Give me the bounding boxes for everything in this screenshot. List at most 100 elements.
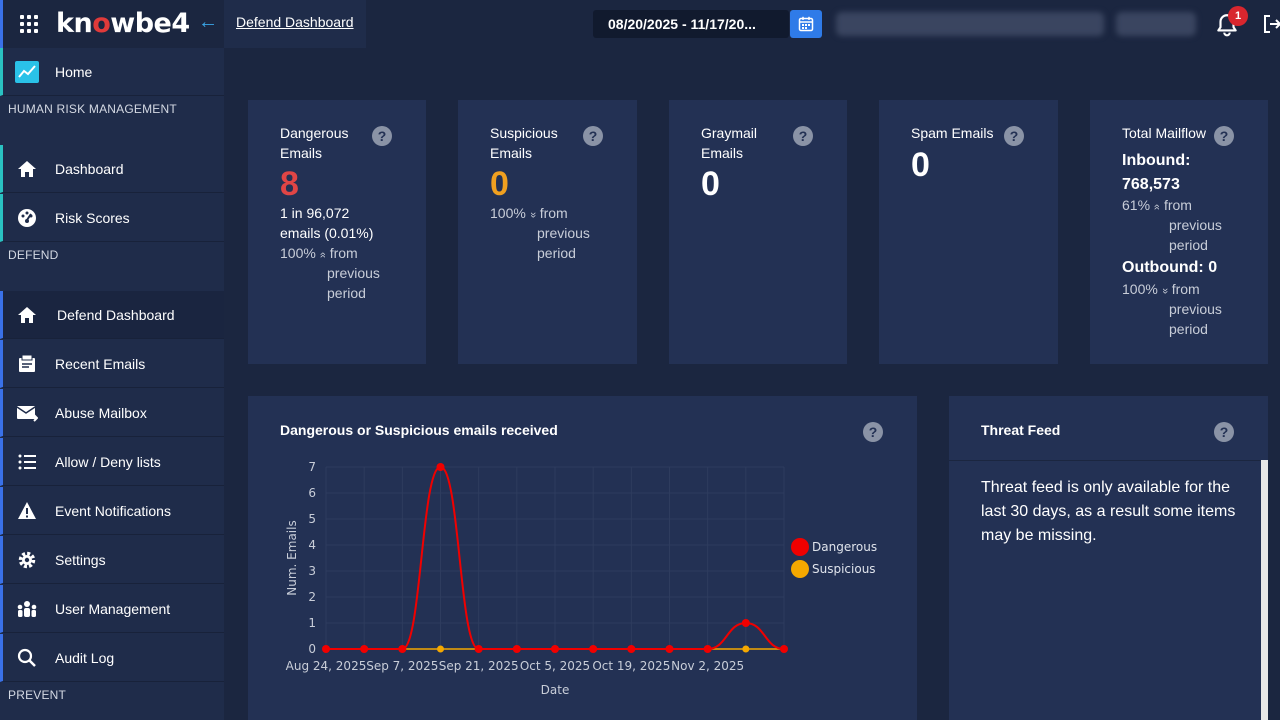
data-point-dangerous bbox=[474, 645, 483, 653]
graymail-count: 0 bbox=[701, 165, 720, 203]
data-point-dangerous bbox=[780, 645, 788, 653]
sidebar-item-audit-log[interactable]: Audit Log bbox=[0, 634, 224, 682]
x-tick-label: Sep 7, 2025 bbox=[366, 659, 438, 673]
users-icon bbox=[15, 597, 39, 621]
legend-label-dangerous: Dangerous bbox=[812, 540, 877, 554]
sidebar-item-dashboard[interactable]: Dashboard bbox=[0, 145, 224, 193]
legend-marker-suspicious bbox=[791, 560, 809, 578]
dangerous-ratio: 1 in 96,072 emails (0.01%) bbox=[280, 205, 374, 241]
sidebar-item-user-management[interactable]: User Management bbox=[0, 585, 224, 633]
app-grid-icon[interactable] bbox=[17, 12, 41, 36]
help-icon[interactable]: ? bbox=[863, 422, 883, 442]
breadcrumb-defend-dashboard[interactable]: Defend Dashboard bbox=[236, 14, 354, 30]
breadcrumb: Defend Dashboard bbox=[224, 0, 366, 48]
home-icon bbox=[15, 303, 39, 327]
data-point-dangerous bbox=[322, 645, 330, 653]
divider bbox=[949, 460, 1268, 461]
sidebar-item-home[interactable]: Home bbox=[0, 48, 224, 96]
suspicious-change: 100% » from bbox=[490, 205, 568, 221]
data-point-dangerous bbox=[398, 645, 407, 653]
sidebar-item-event-notifications[interactable]: Event Notifications bbox=[0, 487, 224, 535]
threat-feed-title: Threat Feed bbox=[981, 422, 1061, 438]
dangerous-change-cont: previous period bbox=[327, 265, 380, 301]
card-title: Spam Emails bbox=[911, 125, 994, 141]
notification-count-badge: 1 bbox=[1228, 6, 1248, 26]
knowbe4-logo: knowbe4 bbox=[56, 8, 190, 39]
collapse-sidebar-icon[interactable]: ← bbox=[198, 11, 218, 33]
calendar-icon bbox=[798, 16, 814, 32]
card-title: Suspicious Emails bbox=[490, 125, 558, 161]
calendar-button[interactable] bbox=[790, 10, 822, 38]
gear-icon bbox=[15, 548, 39, 572]
data-point-dangerous bbox=[589, 645, 598, 653]
data-point-suspicious bbox=[437, 645, 444, 653]
legend-marker-dangerous bbox=[791, 538, 809, 556]
sidebar-item-label: Risk Scores bbox=[55, 209, 130, 226]
outbound-change-cont: previous period bbox=[1169, 301, 1222, 337]
sidebar-item-defend-dashboard[interactable]: Defend Dashboard bbox=[0, 291, 224, 339]
home-icon bbox=[15, 157, 39, 181]
y-tick-label: 5 bbox=[308, 512, 316, 526]
line-chart: 0 1 2 3 4 5 6 7 Aug 24, 2025 Sep 7, 2025 Sep 21, 2… bbox=[285, 460, 877, 697]
card-title: Graymail Emails bbox=[701, 125, 758, 161]
threat-feed-scrollbar[interactable] bbox=[1261, 460, 1268, 720]
section-label-prevent: PREVENT bbox=[8, 688, 67, 702]
total-mailflow-card: Total Mailflow ? Inbound: 768,573 61% » f… bbox=[1090, 100, 1268, 364]
x-axis-label: Date bbox=[541, 683, 570, 697]
sidebar-item-settings[interactable]: Settings bbox=[0, 536, 224, 584]
help-icon[interactable]: ? bbox=[1214, 422, 1234, 442]
sidebar-item-abuse-mailbox[interactable]: Abuse Mailbox bbox=[0, 389, 224, 437]
y-tick-label: 0 bbox=[308, 642, 316, 656]
y-tick-label: 1 bbox=[308, 616, 316, 630]
sidebar-item-label: Settings bbox=[55, 551, 106, 568]
help-icon[interactable]: ? bbox=[372, 126, 392, 146]
logout-icon[interactable] bbox=[1260, 12, 1280, 36]
sidebar-item-allow-deny-lists[interactable]: Allow / Deny lists bbox=[0, 438, 224, 486]
y-tick-label: 4 bbox=[308, 538, 316, 552]
data-point-suspicious bbox=[742, 645, 750, 653]
graymail-emails-card: Graymail Emails ? 0 bbox=[669, 100, 847, 364]
y-tick-label: 3 bbox=[308, 564, 316, 578]
mail-forward-icon bbox=[15, 401, 39, 425]
dangerous-change: 100% » from bbox=[280, 245, 358, 261]
outbound-count: Outbound: 0 bbox=[1122, 259, 1218, 276]
card-title: Dangerous Emails bbox=[280, 125, 349, 161]
data-point-dangerous bbox=[436, 463, 445, 471]
sidebar-item-label: Audit Log bbox=[55, 649, 115, 666]
dangerous-emails-card: Dangerous Emails ? 8 1 in 96,072 emails (0… bbox=[248, 100, 426, 364]
inbound-change: 61% » from bbox=[1122, 197, 1192, 213]
sidebar-item-label: Abuse Mailbox bbox=[55, 404, 147, 421]
threat-feed-message: Threat feed is only available for the la… bbox=[981, 479, 1236, 544]
suspicious-count: 0 bbox=[490, 165, 509, 203]
help-icon[interactable]: ? bbox=[583, 126, 603, 146]
card-title: Total Mailflow bbox=[1122, 125, 1207, 141]
x-tick-label: Aug 24, 2025 bbox=[286, 659, 367, 673]
x-tick-label: Sep 21, 2025 bbox=[439, 659, 519, 673]
search-icon bbox=[15, 646, 39, 670]
data-point-dangerous bbox=[665, 645, 674, 653]
x-tick-label: Oct 5, 2025 bbox=[520, 659, 590, 673]
threat-feed-card: Threat Feed ? Threat feed is only availa… bbox=[949, 396, 1268, 720]
x-tick-label: Nov 2, 2025 bbox=[671, 659, 744, 673]
spam-count: 0 bbox=[911, 146, 930, 184]
sidebar: Home HUMAN RISK MANAGEMENT Dashboard Ris… bbox=[0, 48, 224, 720]
y-axis-label: Num. Emails bbox=[285, 520, 299, 595]
help-icon[interactable]: ? bbox=[1004, 126, 1024, 146]
sidebar-item-label: Event Notifications bbox=[55, 502, 171, 519]
data-point-dangerous bbox=[512, 645, 521, 653]
data-point-dangerous bbox=[627, 645, 636, 653]
date-range-input[interactable]: 08/20/2025 - 11/17/20... bbox=[593, 10, 789, 38]
sidebar-item-label: Dashboard bbox=[55, 160, 124, 177]
sidebar-item-label: Home bbox=[55, 63, 93, 80]
sidebar-item-risk-scores[interactable]: Risk Scores bbox=[0, 194, 224, 242]
suspicious-emails-card: Suspicious Emails ? 0 100% » from previou… bbox=[458, 100, 637, 364]
data-point-dangerous bbox=[703, 645, 712, 653]
warning-icon bbox=[15, 499, 39, 523]
sidebar-item-recent-emails[interactable]: Recent Emails bbox=[0, 340, 224, 388]
list-icon bbox=[15, 450, 39, 474]
help-icon[interactable]: ? bbox=[793, 126, 813, 146]
user-name-redacted bbox=[1116, 12, 1196, 36]
data-point-dangerous bbox=[360, 645, 369, 653]
emails-received-chart-card: Dangerous or Suspicious emails received … bbox=[248, 396, 917, 720]
help-icon[interactable]: ? bbox=[1214, 126, 1234, 146]
